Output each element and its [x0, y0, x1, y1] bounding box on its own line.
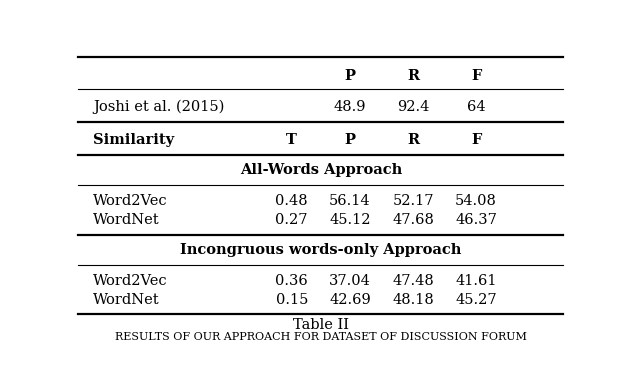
- Text: 47.68: 47.68: [392, 213, 434, 227]
- Text: F: F: [471, 133, 481, 147]
- Text: 41.61: 41.61: [455, 274, 497, 288]
- Text: 0.36: 0.36: [275, 274, 308, 288]
- Text: Word2Vec: Word2Vec: [93, 274, 167, 288]
- Text: WordNet: WordNet: [93, 213, 160, 227]
- Text: 45.12: 45.12: [329, 213, 371, 227]
- Text: Incongruous words-only Approach: Incongruous words-only Approach: [180, 243, 461, 257]
- Text: 64: 64: [467, 100, 485, 114]
- Text: Word2Vec: Word2Vec: [93, 194, 167, 208]
- Text: F: F: [471, 69, 481, 83]
- Text: 42.69: 42.69: [329, 293, 371, 306]
- Text: 48.9: 48.9: [334, 100, 366, 114]
- Text: Table II: Table II: [293, 318, 349, 332]
- Text: 52.17: 52.17: [393, 194, 434, 208]
- Text: 48.18: 48.18: [392, 293, 434, 306]
- Text: P: P: [344, 133, 356, 147]
- Text: 37.04: 37.04: [329, 274, 371, 288]
- Text: Similarity: Similarity: [93, 133, 174, 147]
- Text: P: P: [344, 69, 356, 83]
- Text: 92.4: 92.4: [397, 100, 429, 114]
- Text: 0.15: 0.15: [275, 293, 308, 306]
- Text: 0.27: 0.27: [275, 213, 308, 227]
- Text: 0.48: 0.48: [275, 194, 308, 208]
- Text: R: R: [407, 133, 419, 147]
- Text: All-Words Approach: All-Words Approach: [240, 163, 402, 177]
- Text: 54.08: 54.08: [455, 194, 497, 208]
- Text: 47.48: 47.48: [392, 274, 434, 288]
- Text: RESULTS OF OUR APPROACH FOR DATASET OF DISCUSSION FORUM: RESULTS OF OUR APPROACH FOR DATASET OF D…: [115, 332, 526, 342]
- Text: WordNet: WordNet: [93, 293, 160, 306]
- Text: R: R: [407, 69, 419, 83]
- Text: 46.37: 46.37: [455, 213, 497, 227]
- Text: 56.14: 56.14: [329, 194, 371, 208]
- Text: 45.27: 45.27: [455, 293, 497, 306]
- Text: Joshi et al. (2015): Joshi et al. (2015): [93, 100, 224, 114]
- Text: T: T: [286, 133, 297, 147]
